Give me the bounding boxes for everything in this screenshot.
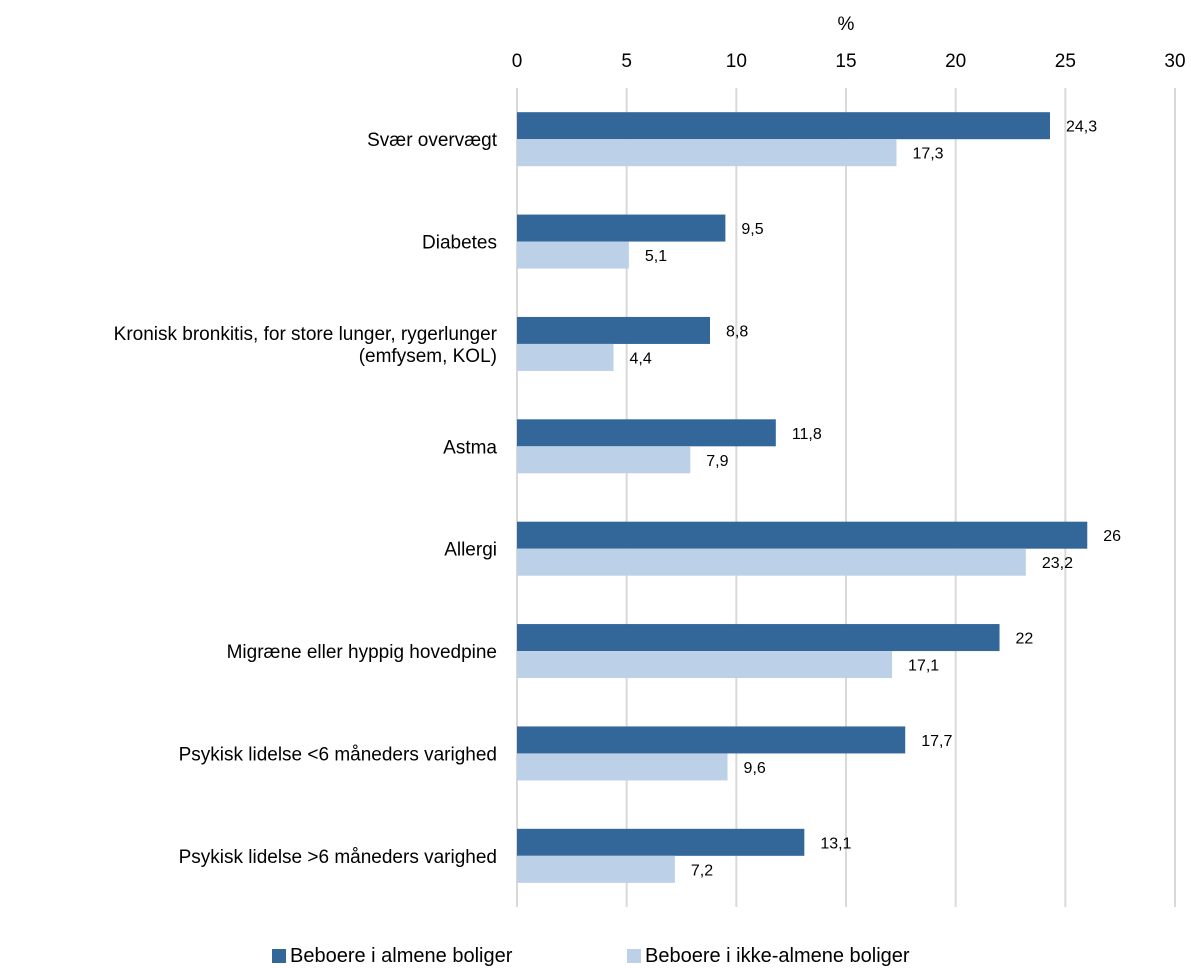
category-label: Kronisk bronkitis, for store lunger, ryg… xyxy=(114,324,498,345)
bar-almene xyxy=(517,726,906,754)
x-tick-label: 10 xyxy=(726,51,747,72)
legend-label: Beboere i ikke-almene boliger xyxy=(645,945,910,967)
bar-ikke-almene xyxy=(517,651,893,679)
data-label: 17,3 xyxy=(912,146,943,163)
data-labels: 24,3 17,3 9,5 5,1 8,8 4,4 11,8 7,9 26 23,2 22 17,1 1… xyxy=(630,119,1122,880)
gridlines xyxy=(516,88,1176,907)
legend: Beboere i almene boliger Beboere i ikke-a… xyxy=(272,945,910,967)
bar-almene xyxy=(517,214,726,242)
bar-almene xyxy=(517,112,1050,140)
category-label: Diabetes xyxy=(422,233,497,254)
data-label: 17,7 xyxy=(921,733,952,750)
bar-almene xyxy=(517,419,776,447)
data-label: 23,2 xyxy=(1042,555,1073,572)
x-tick-label: 30 xyxy=(1164,51,1185,72)
x-tick-label: 15 xyxy=(835,51,856,72)
bar-almene xyxy=(517,828,805,856)
x-tick-label: 0 xyxy=(512,51,523,72)
bar-almene xyxy=(517,624,1000,652)
legend-label: Beboere i almene boliger xyxy=(290,945,513,967)
bars xyxy=(517,112,1088,883)
data-label: 5,1 xyxy=(645,248,667,265)
category-label: Svær overvægt xyxy=(367,130,498,151)
x-tick-label: 20 xyxy=(945,51,966,72)
data-label: 7,2 xyxy=(691,862,713,879)
category-label: (emfysem, KOL) xyxy=(359,346,497,367)
bar-ikke-almene xyxy=(517,548,1026,576)
category-label: Migræne eller hyppig hovedpine xyxy=(227,642,497,663)
data-label: 13,1 xyxy=(820,835,851,852)
data-label: 22 xyxy=(1016,631,1034,648)
bar-ikke-almene xyxy=(517,241,629,269)
data-label: 8,8 xyxy=(726,323,748,340)
bar-ikke-almene xyxy=(517,753,728,781)
data-label: 9,5 xyxy=(741,221,763,238)
category-label: Psykisk lidelse <6 måneders varighed xyxy=(179,744,497,765)
category-label: Astma xyxy=(443,437,497,458)
data-label: 17,1 xyxy=(908,658,939,675)
legend-swatch xyxy=(627,949,641,963)
bar-ikke-almene xyxy=(517,139,897,167)
legend-swatch xyxy=(272,949,286,963)
x-axis-ticks: 0 5 10 15 20 25 30 xyxy=(512,51,1186,72)
data-label: 26 xyxy=(1103,528,1121,545)
data-label: 9,6 xyxy=(744,760,766,777)
data-label: 11,8 xyxy=(792,426,822,443)
x-axis-unit-label: % xyxy=(838,14,855,35)
bar-ikke-almene xyxy=(517,446,691,474)
category-label: Allergi xyxy=(444,540,497,561)
data-label: 4,4 xyxy=(630,350,652,367)
bar-almene xyxy=(517,316,711,344)
data-label: 7,9 xyxy=(706,453,728,470)
category-labels: Svær overvægt Diabetes Kronisk bronkitis, … xyxy=(114,130,498,868)
category-label: Psykisk lidelse >6 måneders varighed xyxy=(179,847,497,868)
bar-almene xyxy=(517,521,1088,549)
x-tick-label: 25 xyxy=(1055,51,1076,72)
bar-ikke-almene xyxy=(517,343,614,371)
x-tick-label: 5 xyxy=(621,51,632,72)
bar-ikke-almene xyxy=(517,855,675,883)
data-label: 24,3 xyxy=(1066,119,1097,136)
